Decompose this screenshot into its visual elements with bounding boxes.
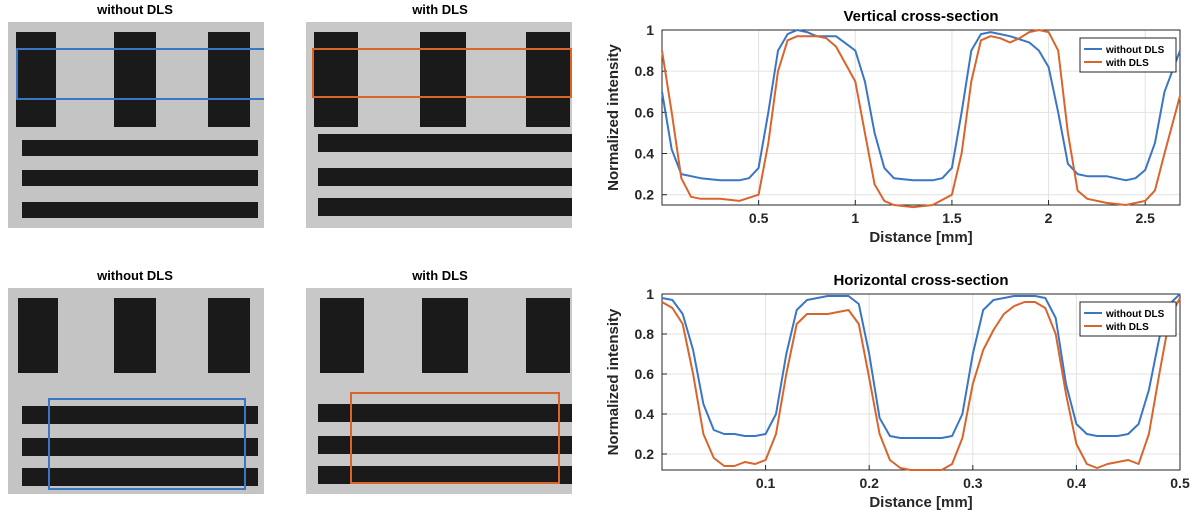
y-axis-label: Normalized intensity (605, 308, 622, 455)
vertical-bar (18, 298, 58, 373)
y-tick-label: 1 (646, 286, 654, 302)
series-line (661, 29, 1181, 182)
horizontal-bar (22, 468, 258, 486)
legend-entry: without DLS (1105, 309, 1165, 320)
x-tick-label: 1 (851, 210, 859, 226)
series-line (661, 297, 1181, 471)
image-bottom-with-dls (306, 288, 572, 494)
top-left-image-title: without DLS (97, 2, 173, 17)
x-tick-label: 0.3 (963, 475, 983, 491)
x-tick-label: 0.1 (756, 475, 776, 491)
legend-box (1079, 37, 1177, 73)
x-tick-label: 0.5 (1170, 475, 1190, 491)
horizontal-bar (318, 134, 572, 152)
plot-frame (661, 29, 1181, 206)
horizontal-bar (318, 436, 572, 454)
horizontal-bar (318, 168, 572, 186)
vertical-bar (208, 298, 250, 373)
y-tick-label: 1 (646, 22, 654, 38)
horizontal-bar (22, 406, 258, 424)
bottom-right-image-title: with DLS (412, 268, 468, 283)
top-right-image-title: with DLS (412, 2, 468, 17)
legend-entry: with DLS (1105, 322, 1149, 333)
horizontal-bar (22, 140, 258, 156)
y-tick-label: 0.2 (635, 187, 655, 203)
x-tick-label: 0.5 (749, 210, 769, 226)
vertical-bar (526, 32, 570, 127)
image-bottom-without-dls (8, 288, 264, 494)
y-tick-label: 0.6 (635, 366, 655, 382)
y-axis-label: Normalized intensity (605, 43, 622, 190)
image-top-without-dls (8, 22, 264, 228)
x-tick-label: 0.2 (859, 475, 879, 491)
horizontal-bar (22, 170, 258, 186)
horizontal-bar (22, 438, 258, 456)
y-tick-label: 0.4 (635, 406, 655, 422)
horizontal-bar (318, 198, 572, 216)
y-tick-label: 0.2 (635, 446, 655, 462)
image-top-with-dls (306, 22, 572, 228)
legend-entry: without DLS (1105, 45, 1165, 56)
series-line (661, 29, 1181, 209)
x-axis-label: Distance [mm] (869, 229, 972, 246)
x-tick-label: 1.5 (942, 210, 962, 226)
vertical-bar (114, 32, 156, 127)
x-axis-label: Distance [mm] (869, 494, 972, 511)
horizontal-bar (318, 466, 572, 484)
y-tick-label: 0.6 (635, 104, 655, 120)
roi-box (16, 48, 264, 100)
vertical-bar (114, 298, 156, 373)
chart-title: Vertical cross-section (843, 8, 998, 25)
horizontal-bar (22, 202, 258, 218)
bottom-left-image-title: without DLS (97, 268, 173, 283)
vertical-bar (420, 32, 466, 127)
vertical-bar (208, 32, 250, 127)
roi-box (350, 392, 560, 484)
y-tick-label: 0.8 (635, 63, 655, 79)
vertical-bar (16, 32, 56, 127)
vertical-bar (422, 298, 468, 373)
x-tick-label: 0.4 (1067, 475, 1087, 491)
x-tick-label: 2 (1045, 210, 1053, 226)
roi-box (48, 398, 246, 490)
chart-title: Horizontal cross-section (833, 272, 1008, 289)
vertical-bar (314, 32, 358, 127)
y-tick-label: 0.8 (635, 326, 655, 342)
legend-entry: with DLS (1105, 58, 1149, 69)
y-tick-label: 0.4 (635, 146, 655, 162)
legend-box (1079, 301, 1177, 337)
vertical-bar (526, 298, 570, 373)
roi-box (312, 48, 572, 98)
series-line (661, 293, 1181, 439)
vertical-bar (320, 298, 364, 373)
horizontal-bar (318, 404, 572, 422)
x-tick-label: 2.5 (1135, 210, 1155, 226)
